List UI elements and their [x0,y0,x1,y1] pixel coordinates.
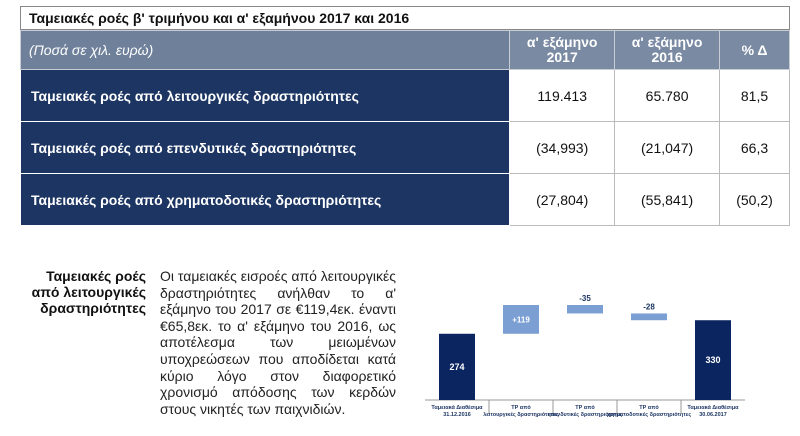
table-cell: (21,047) [614,121,721,174]
x-tick-label: ΤΡ από επενδυτικές δραστηριότητες [548,405,623,418]
table-cell: (50,2) [719,173,790,226]
x-tick-label: Ταμειακά Διαθέσιμα 31.12.2016 [431,405,483,418]
table-cell: 66,3 [719,121,790,174]
table-cell: (55,841) [614,173,721,226]
cash-flow-table: (Ποσά σε χιλ. ευρώ) α' εξάμηνο 2017 α' ε… [19,30,790,226]
data-label: -35 [579,294,591,303]
data-label: 330 [705,355,720,365]
section-text: Οι ταμειακές εισροές από λειτουργικές δρ… [160,268,396,417]
bar [503,305,539,334]
header-cell: % Δ [719,30,790,70]
data-label: +119 [512,315,530,324]
x-tick-label: ΤΡ από λειτουργικές δραστηριότητες [483,405,559,418]
table-row: Ταμειακές ροές από λειτουργικές δραστηρι… [19,69,790,122]
table-body: Ταμειακές ροές από λειτουργικές δραστηρι… [19,69,790,226]
waterfall-chart: 274 Ταμειακά Διαθέσιμα 31.12.2016 +119 ΤΡ απ… [425,294,745,418]
table-cell: Ταμειακές ροές από λειτουργικές δραστηρι… [19,69,511,122]
table-cell: Ταμειακές ροές από επενδυτικές δραστηριό… [19,121,511,174]
bar [695,320,731,400]
table-cell: 65.780 [614,69,721,122]
table-cell: 81,5 [719,69,790,122]
table-cell: (34,993) [509,121,616,174]
bar [567,305,603,314]
data-label: -28 [643,302,655,311]
header-cell: (Ποσά σε χιλ. ευρώ) [19,30,511,70]
section-label: Ταμειακές ροές από λειτουργικές δραστηρι… [31,268,146,316]
header-cell: α' εξάμηνο 2017 [509,30,616,70]
bar [439,333,475,400]
table-row: Ταμειακές ροές από χρηματοδοτικές δραστη… [19,173,790,226]
x-tick-label: Ταμειακά Διαθέσιμα 30.06.2017 [687,405,739,418]
bar [631,313,667,321]
table-cell: Ταμειακές ροές από χρηματοδοτικές δραστη… [19,173,511,226]
table-cell: (27,804) [509,173,616,226]
x-tick-label: ΤΡ από χρηματοδοτικές δραστηριότητες [607,405,692,418]
header-cell: α' εξάμηνο 2016 [614,30,721,70]
table-cell: 119.413 [509,69,616,122]
header-row: (Ποσά σε χιλ. ευρώ) α' εξάμηνο 2017 α' ε… [19,30,790,70]
data-label: 274 [449,362,464,372]
table-row: Ταμειακές ροές από επενδυτικές δραστηριό… [19,121,790,174]
title: Ταμειακές ροές β' τριμήνου και α' εξαμήν… [20,6,790,30]
